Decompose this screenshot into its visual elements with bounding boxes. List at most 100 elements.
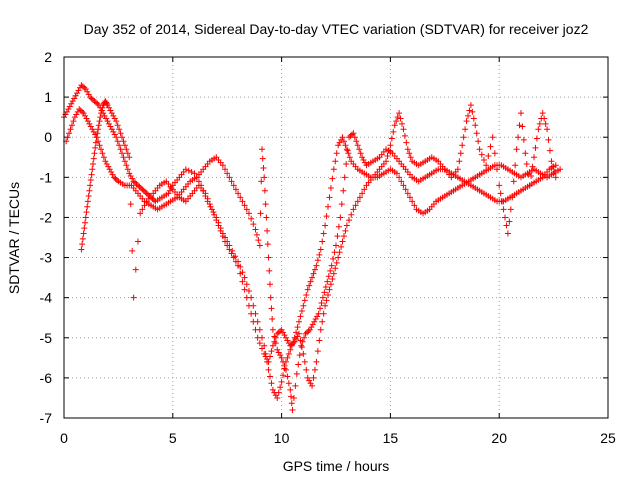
data-point	[347, 132, 354, 139]
data-point	[317, 326, 324, 333]
data-point	[404, 146, 411, 153]
data-point	[66, 130, 73, 137]
data-point	[140, 187, 147, 194]
data-point	[208, 206, 215, 213]
data-point	[83, 209, 90, 216]
data-point	[285, 350, 292, 357]
data-point	[119, 150, 126, 157]
data-point	[84, 118, 91, 125]
data-point	[259, 345, 266, 352]
data-point	[301, 334, 308, 341]
data-point	[268, 380, 275, 387]
data-point	[84, 88, 91, 95]
data-point	[287, 386, 294, 393]
data-point	[330, 270, 337, 277]
data-point	[107, 123, 114, 130]
data-point	[513, 146, 520, 153]
data-point	[96, 142, 103, 149]
data-point	[346, 154, 353, 161]
data-point	[356, 194, 363, 201]
data-point	[320, 310, 327, 317]
data-point	[409, 198, 416, 205]
data-point	[296, 318, 303, 325]
data-point	[266, 281, 273, 288]
data-point	[510, 178, 517, 185]
data-point	[294, 333, 301, 340]
data-point	[72, 92, 79, 99]
data-point	[90, 96, 97, 103]
data-point	[394, 114, 401, 121]
data-point	[123, 146, 130, 153]
data-point	[124, 150, 131, 157]
data-point	[123, 162, 130, 169]
data-point	[506, 218, 513, 225]
data-point	[87, 123, 94, 130]
data-point	[348, 131, 355, 138]
data-point	[121, 158, 128, 165]
data-point	[469, 108, 476, 115]
data-point	[333, 242, 339, 249]
data-point	[320, 230, 327, 237]
data-point	[532, 144, 539, 151]
data-point	[284, 354, 291, 361]
data-point	[503, 222, 510, 229]
data-point	[82, 219, 89, 226]
data-point	[294, 324, 301, 331]
data-point	[494, 166, 501, 173]
data-point	[319, 294, 326, 301]
y-tick-label: -5	[40, 330, 53, 346]
data-point	[134, 238, 141, 245]
y-tick-label: -1	[40, 169, 53, 185]
data-point	[546, 147, 553, 154]
data-point	[545, 136, 552, 143]
data-point	[264, 356, 271, 363]
data-point	[502, 214, 509, 221]
data-point	[277, 328, 284, 335]
data-point	[84, 198, 91, 205]
data-point	[274, 394, 281, 401]
data-point	[81, 84, 88, 91]
data-point	[81, 225, 88, 232]
data-point	[132, 266, 139, 273]
data-point	[316, 251, 323, 258]
data-points	[61, 82, 564, 413]
data-point	[78, 246, 85, 253]
data-point	[310, 270, 317, 277]
data-point	[360, 156, 367, 163]
data-point	[116, 142, 123, 149]
data-point	[108, 110, 115, 117]
data-point	[525, 171, 532, 178]
data-point	[253, 231, 260, 238]
data-point	[552, 174, 559, 181]
data-point	[107, 107, 114, 114]
data-point	[496, 182, 503, 189]
data-point	[103, 100, 110, 107]
y-tick-labels: -7 -6 -5 -4 -3 -2 -1 0 1 2	[40, 49, 53, 426]
data-point	[111, 174, 118, 181]
data-point	[235, 262, 242, 269]
data-point	[130, 294, 137, 301]
data-point	[224, 242, 231, 249]
chart-title: Day 352 of 2014, Sidereal Day-to-day VTE…	[84, 21, 589, 37]
data-point	[134, 182, 141, 189]
data-point	[75, 87, 82, 94]
data-point	[287, 342, 294, 349]
data-point	[261, 187, 268, 194]
data-point	[403, 139, 410, 146]
data-point	[185, 167, 192, 174]
data-point	[280, 329, 287, 336]
data-point	[302, 330, 309, 337]
data-point	[384, 152, 391, 159]
data-point	[111, 115, 118, 122]
data-point	[105, 104, 112, 111]
data-point	[325, 273, 332, 280]
data-point	[104, 102, 111, 109]
series-track-c	[78, 98, 559, 389]
data-point	[341, 174, 348, 181]
data-point	[359, 190, 366, 197]
data-point	[329, 175, 336, 182]
data-point	[338, 136, 345, 143]
data-point	[465, 112, 472, 119]
data-point	[350, 206, 357, 213]
data-point	[324, 278, 331, 285]
